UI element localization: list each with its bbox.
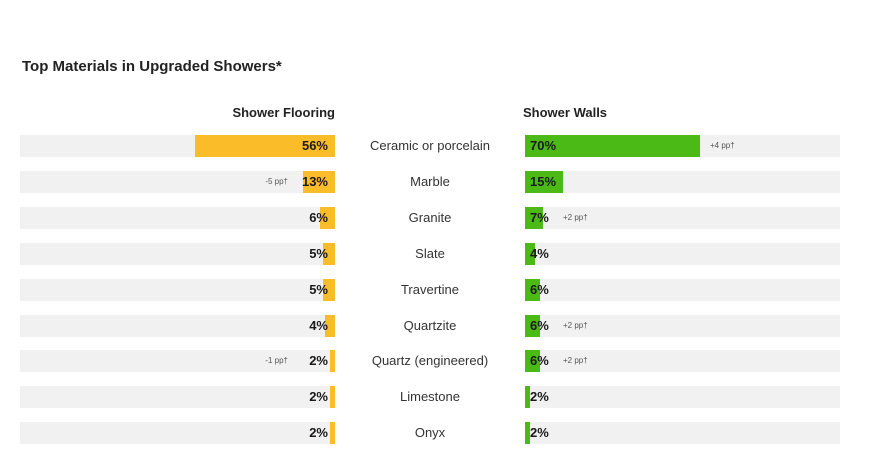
flooring-track — [20, 422, 335, 445]
chart-row: 5% Slate 4% — [0, 242, 880, 265]
walls-track — [525, 242, 840, 265]
flooring-bar — [325, 314, 335, 337]
walls-bar — [525, 422, 530, 445]
walls-bar — [525, 135, 700, 157]
category-label: Granite — [408, 209, 452, 225]
walls-bar — [525, 278, 540, 301]
flooring-change-note: -1 pp† — [265, 356, 288, 366]
walls-bar — [525, 206, 543, 229]
walls-change-note: +2 pp† — [563, 320, 588, 330]
walls-track — [525, 350, 840, 373]
chart-row: 6% Granite 7% +2 pp† — [0, 206, 880, 229]
flooring-bar — [322, 278, 335, 301]
chart-row: 56% Ceramic or porcelain 70% +4 pp† — [0, 135, 880, 157]
chart-row: 2% -1 pp† Quartz (engineered) 6% +2 pp† — [0, 350, 880, 373]
category-label: Quartzite — [403, 317, 457, 333]
chart-row: 4% Quartzite 6% +2 pp† — [0, 314, 880, 337]
flooring-track — [20, 386, 335, 409]
walls-value-label: 4% — [530, 245, 549, 261]
walls-change-note: +4 pp† — [710, 141, 735, 150]
chart-row: 2% Onyx 2% — [0, 422, 880, 445]
walls-value-label: 6% — [530, 317, 549, 333]
walls-track — [525, 314, 840, 337]
chart-title: Top Materials in Upgraded Showers* — [22, 58, 282, 75]
flooring-bar — [330, 350, 335, 373]
category-label: Marble — [410, 173, 450, 189]
flooring-value-label: 4% — [309, 317, 328, 333]
flooring-value-label: 13% — [301, 173, 328, 189]
flooring-bar — [330, 386, 335, 409]
walls-bar — [525, 314, 540, 337]
flooring-bar — [302, 170, 335, 193]
walls-bar — [525, 170, 563, 193]
category-label: Onyx — [414, 425, 446, 441]
walls-track — [525, 386, 840, 409]
walls-bar — [525, 350, 540, 373]
flooring-value-label: 5% — [309, 245, 328, 261]
walls-track — [525, 206, 840, 229]
walls-track — [525, 170, 840, 193]
walls-change-note: +2 pp† — [563, 356, 588, 366]
flooring-bar — [320, 206, 335, 229]
walls-bar — [525, 386, 530, 409]
flooring-change-note: -5 pp† — [265, 176, 288, 186]
flooring-track — [20, 170, 335, 193]
flooring-value-label: 5% — [309, 281, 328, 297]
flooring-value-label: 2% — [309, 389, 328, 405]
walls-track — [525, 278, 840, 301]
category-label: Limestone — [400, 389, 460, 405]
flooring-bar — [322, 242, 335, 265]
chart-row: 13% -5 pp† Marble 15% — [0, 170, 880, 193]
walls-panel-header: Shower Walls — [523, 105, 608, 120]
flooring-bar — [330, 422, 335, 445]
walls-bar — [525, 242, 535, 265]
walls-value-label: 2% — [530, 425, 549, 441]
category-label: Quartz (engineered) — [371, 353, 489, 369]
category-label: Travertine — [400, 281, 460, 297]
walls-value-label: 6% — [530, 353, 549, 369]
category-label: Ceramic or porcelain — [370, 138, 490, 153]
walls-value-label: 70% — [530, 138, 557, 153]
walls-track — [525, 422, 840, 445]
flooring-bar — [195, 135, 335, 157]
walls-value-label: 15% — [530, 173, 557, 189]
flooring-track — [20, 314, 335, 337]
flooring-track — [20, 350, 335, 373]
walls-value-label: 7% — [530, 209, 549, 225]
walls-value-label: 6% — [530, 281, 549, 297]
flooring-value-label: 56% — [301, 138, 328, 153]
flooring-track — [20, 278, 335, 301]
category-label: Slate — [415, 245, 445, 261]
flooring-value-label: 6% — [309, 209, 328, 225]
flooring-track — [20, 206, 335, 229]
chart-row: 2% Limestone 2% — [0, 386, 880, 409]
flooring-value-label: 2% — [309, 353, 328, 369]
flooring-panel-header: Shower Flooring — [232, 105, 335, 120]
chart-row: 5% Travertine 6% — [0, 278, 880, 301]
walls-change-note: +2 pp† — [563, 212, 588, 222]
flooring-value-label: 2% — [309, 425, 328, 441]
flooring-track — [20, 242, 335, 265]
walls-value-label: 2% — [530, 389, 549, 405]
